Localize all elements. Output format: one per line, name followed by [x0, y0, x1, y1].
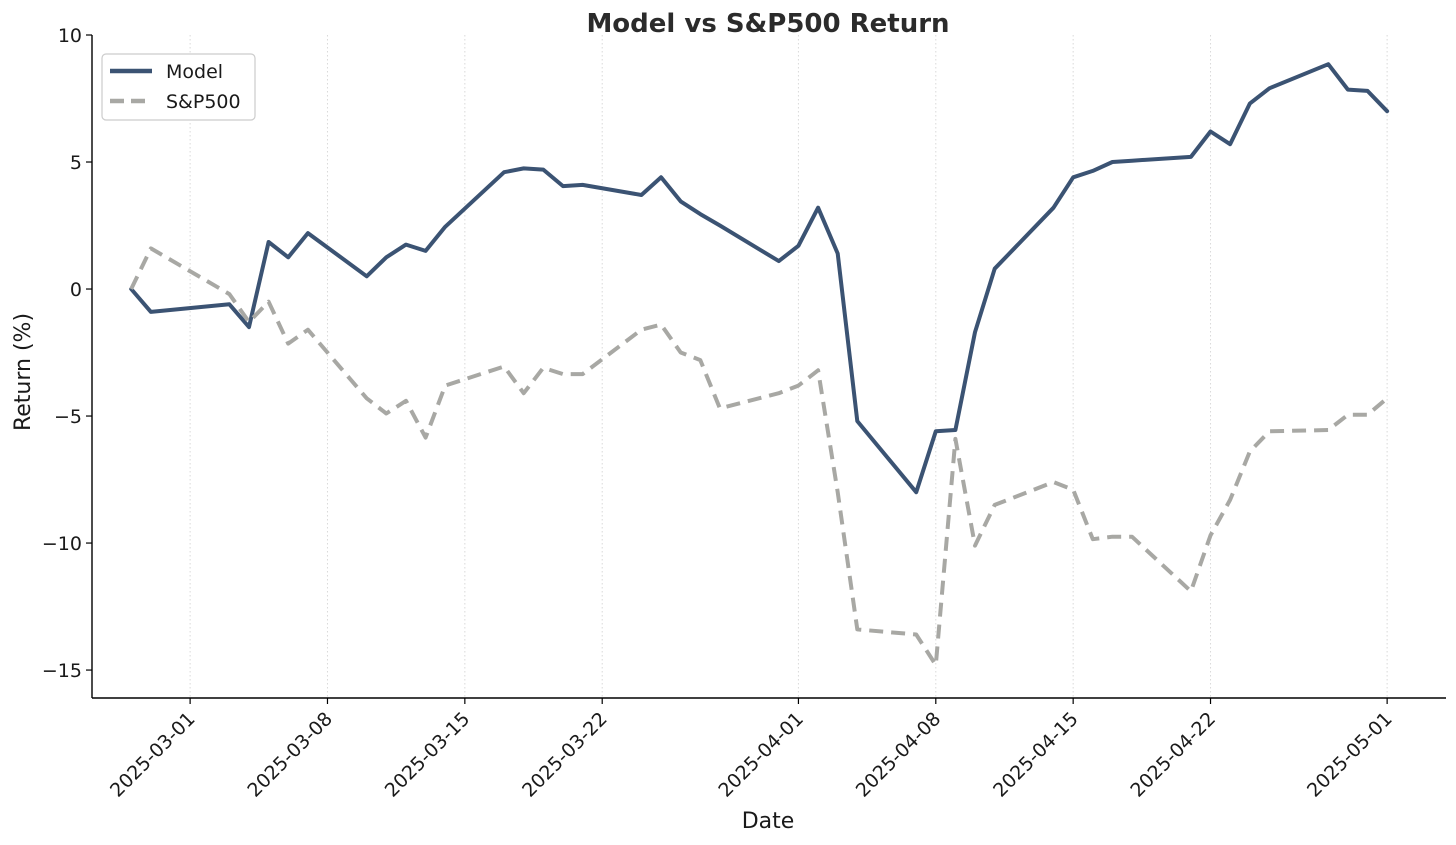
- legend-label-model: Model: [166, 61, 223, 83]
- legend: Model S&P500: [101, 53, 256, 121]
- y-tick-label: −15: [42, 660, 82, 682]
- y-ticks: 10 5 0 −5 −10 −15: [42, 25, 92, 682]
- x-tick-label: 2025-04-01: [714, 708, 808, 802]
- x-tick-label: 2025-03-22: [518, 708, 612, 802]
- x-ticks: 2025-03-01 2025-03-08 2025-03-15 2025-03-22…: [106, 698, 1397, 802]
- axes: [91, 35, 1446, 699]
- chart-title: Model vs S&P500 Return: [586, 9, 949, 39]
- x-tick-label: 2025-03-08: [243, 708, 337, 802]
- y-tick-label: 10: [58, 25, 82, 47]
- y-tick-label: 0: [70, 279, 82, 301]
- y-tick-label: −10: [42, 533, 82, 555]
- x-tick-label: 2025-04-22: [1126, 708, 1220, 802]
- y-tick-label: −5: [54, 406, 82, 428]
- x-tick-label: 2025-03-15: [381, 708, 475, 802]
- series-line-model: [129, 62, 1390, 495]
- series-line-sp500: [129, 246, 1389, 667]
- grid: [189, 35, 1388, 698]
- x-tick-label: 2025-05-01: [1303, 708, 1397, 802]
- x-axis-label: Date: [742, 809, 795, 834]
- x-tick-label: 2025-04-08: [852, 708, 946, 802]
- legend-label-sp500: S&P500: [166, 91, 241, 113]
- x-tick-label: 2025-03-01: [106, 708, 200, 802]
- x-tick-label: 2025-04-15: [989, 708, 1083, 802]
- series-lines: [129, 62, 1390, 667]
- y-axis-label: Return (%): [11, 313, 36, 431]
- y-tick-label: 5: [70, 152, 82, 174]
